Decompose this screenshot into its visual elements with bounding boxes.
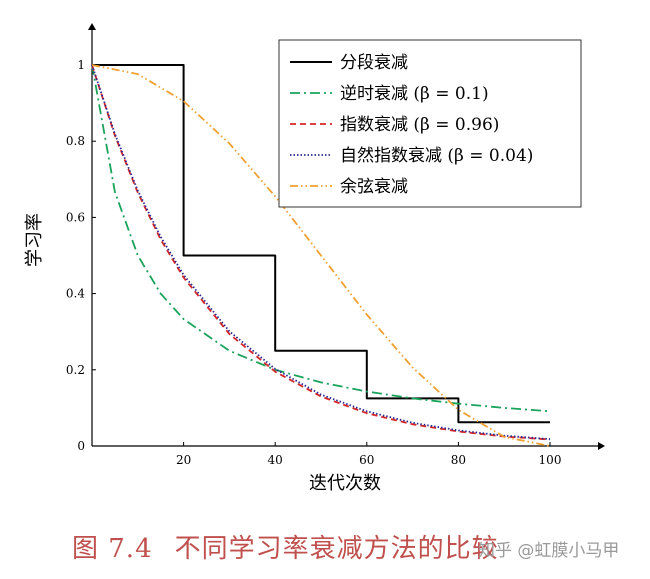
x-tick-label: 80 bbox=[451, 453, 466, 467]
y-tick-label: 0 bbox=[77, 439, 85, 453]
y-tick-label: 0.4 bbox=[66, 287, 85, 301]
x-tick-label: 20 bbox=[176, 453, 191, 467]
y-tick-label: 0.6 bbox=[66, 210, 85, 224]
legend-label-1: 分段衰减 bbox=[340, 53, 408, 73]
y-tick-label: 0.2 bbox=[66, 363, 85, 377]
series-line-3 bbox=[91, 64, 551, 441]
legend-label-2: 逆时衰减 (β = 0.1) bbox=[340, 84, 489, 104]
y-axis-label: 学习率 bbox=[24, 213, 45, 267]
axes bbox=[88, 23, 605, 450]
watermark: 知乎 @虹膜小马甲 bbox=[478, 541, 620, 561]
legend-label-4: 自然指数衰减 (β = 0.04) bbox=[340, 146, 533, 166]
series-line-2 bbox=[91, 64, 551, 413]
x-tick-label: 100 bbox=[539, 453, 562, 467]
y-axis-arrow bbox=[88, 23, 96, 30]
legend-box bbox=[278, 39, 582, 208]
figure-title: 不同学习率衰减方法的比较 bbox=[174, 534, 499, 564]
series-line-5 bbox=[91, 64, 551, 447]
ticks: 20 40 60 80 100 0 0.2 0.4 0.6 0.8 1 bbox=[66, 58, 562, 467]
series-lines bbox=[91, 64, 551, 447]
legend-label-3: 指数衰减 (β = 0.96) bbox=[340, 115, 499, 135]
figure-caption: 图 7.4 不同学习率衰减方法的比较 bbox=[72, 528, 499, 565]
series-line-1 bbox=[92, 64, 550, 424]
x-tick-label: 60 bbox=[359, 453, 374, 467]
legend-label-5: 余弦衰减 bbox=[340, 177, 408, 197]
x-axis-label: 迭代次数 bbox=[309, 473, 381, 494]
y-tick-label: 1 bbox=[77, 58, 85, 72]
series-line-4 bbox=[91, 64, 551, 440]
x-axis-arrow bbox=[598, 442, 605, 450]
figure-number: 图 7.4 bbox=[72, 534, 153, 564]
x-tick-label: 40 bbox=[268, 453, 283, 467]
y-tick-label: 0.8 bbox=[66, 134, 85, 148]
